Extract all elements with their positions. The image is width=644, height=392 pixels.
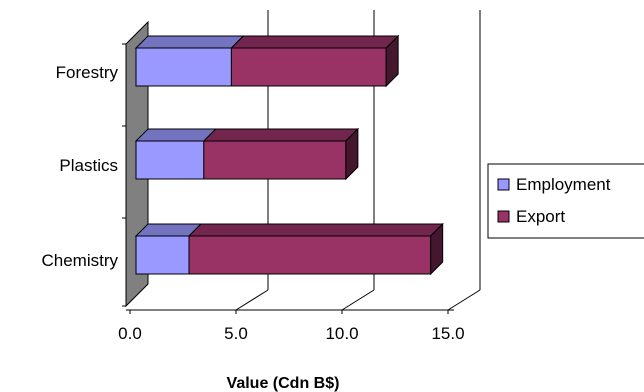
bar-top-export-plastics [202,128,360,142]
bar-export-plastics [203,140,347,180]
x-tick-labels: 0.0 5.0 10.0 15.0 [118,324,464,343]
x-tick-label: 15.0 [431,324,464,343]
legend-label-export: Export [516,207,565,226]
category-label-forestry: Forestry [56,63,119,82]
gridline-floor [447,289,481,311]
legend: Employment Export [487,163,644,239]
legend-swatch-export [497,210,510,223]
bar-side-plastics [345,127,359,181]
bar-top-employment-forestry [134,35,245,49]
bar-top-employment-plastics [134,128,218,142]
bar-side-forestry [385,34,399,88]
bar-employment-forestry [135,47,232,87]
bar-export-chemistry [188,235,432,275]
category-label-chemistry: Chemistry [41,251,118,270]
x-axis-title: Value (Cdn B$) [227,375,340,392]
legend-swatch-employment [497,178,510,191]
gridline-floor [341,289,375,311]
legend-label-employment: Employment [516,175,611,194]
bars [134,34,444,276]
category-labels: Forestry Plastics Chemistry [41,63,118,270]
bar-top-export-chemistry [187,223,444,237]
gridline-floor [235,289,269,311]
bar-side-chemistry [430,222,444,276]
category-label-plastics: Plastics [59,156,118,175]
x-tick-label: 0.0 [118,324,142,343]
bar-top-export-forestry [230,35,400,49]
x-tick-label: 10.0 [325,324,358,343]
bar-employment-plastics [135,140,205,180]
legend-box [487,163,644,239]
x-tick-label: 5.0 [224,324,248,343]
bar-employment-chemistry [135,235,190,275]
bar-export-forestry [230,47,387,87]
